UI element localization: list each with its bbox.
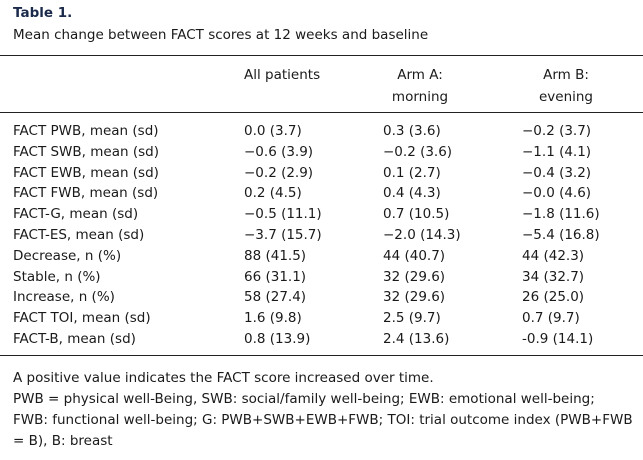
- column-header: morning: [391, 89, 449, 105]
- table-cell: 0.7 (10.5): [383, 206, 450, 223]
- table-cell: −1.1 (4.1): [522, 143, 592, 160]
- table-cell: 34 (32.7): [522, 268, 585, 285]
- footnote: PWB = physical well-Being, SWB: social/f…: [13, 391, 633, 449]
- row-label: FACT PWB, mean (sd): [13, 123, 159, 139]
- column-header: Arm A:: [397, 67, 443, 83]
- table-cell: −0.6 (3.9): [244, 143, 314, 160]
- table-cell: 66 (31.1): [244, 268, 307, 285]
- table-cell: −0.2 (2.9): [244, 164, 314, 181]
- table-cell: 88 (41.5): [244, 247, 307, 264]
- table-cell: 58 (27.4): [244, 289, 307, 306]
- table-cell: 2.5 (9.7): [383, 310, 441, 327]
- table-cell: −2.0 (14.3): [383, 227, 461, 243]
- row-label: FACT EWB, mean (sd): [13, 164, 159, 181]
- rule: [0, 112, 643, 113]
- table-cell: 0.1 (2.7): [383, 164, 441, 181]
- footnote: A positive value indicates the FACT scor…: [13, 370, 434, 386]
- table-cell: 32 (29.6): [383, 268, 446, 285]
- row-label: Stable, n (%): [13, 268, 101, 285]
- table-cell: 0.3 (3.6): [383, 123, 441, 139]
- table-cell: -0.9 (14.1): [522, 331, 594, 347]
- column-header: Arm B:: [543, 67, 589, 83]
- table-cell: 0.0 (3.7): [244, 123, 302, 139]
- table-cell: 44 (42.3): [522, 247, 585, 264]
- row-label: FACT SWB, mean (sd): [13, 143, 159, 160]
- row-label: FACT-G, mean (sd): [13, 206, 139, 223]
- table-cell: 32 (29.6): [383, 289, 446, 306]
- table-cell: −0.4 (3.2): [522, 164, 592, 181]
- table-cell: −0.0 (4.6): [522, 185, 592, 202]
- table-cell: 0.2 (4.5): [244, 185, 302, 202]
- row-label: FACT FWB, mean (sd): [13, 185, 159, 202]
- row-label: FACT-ES, mean (sd): [13, 227, 145, 243]
- row-label: FACT TOI, mean (sd): [13, 310, 151, 327]
- table-cell: 2.4 (13.6): [383, 331, 450, 347]
- table-cell: 0.7 (9.7): [522, 310, 580, 327]
- table-label: Table 1.: [13, 5, 73, 21]
- table-cell: −0.5 (11.1): [244, 206, 322, 223]
- table-cell: 0.8 (13.9): [244, 331, 311, 347]
- row-label: FACT-B, mean (sd): [13, 331, 136, 347]
- table-cell: −5.4 (16.8): [522, 227, 600, 243]
- rule: [0, 55, 643, 56]
- rule: [0, 355, 643, 356]
- table-cell: −1.8 (11.6): [522, 206, 600, 223]
- table-cell: −0.2 (3.6): [383, 143, 453, 160]
- table-cell: 44 (40.7): [383, 247, 446, 264]
- table-cell: 26 (25.0): [522, 289, 585, 306]
- table-cell: −0.2 (3.7): [522, 123, 592, 139]
- table-cell: 1.6 (9.8): [244, 310, 302, 327]
- column-header: All patients: [244, 67, 321, 83]
- table-cell: −3.7 (15.7): [244, 227, 322, 243]
- row-label: Increase, n (%): [13, 289, 115, 306]
- footnotes: A positive value indicates the FACT scor…: [13, 368, 633, 452]
- column-header: evening: [538, 89, 594, 105]
- row-label: Decrease, n (%): [13, 247, 122, 264]
- table-cell: 0.4 (4.3): [383, 185, 441, 202]
- table-caption: Mean change between FACT scores at 12 we…: [13, 27, 429, 43]
